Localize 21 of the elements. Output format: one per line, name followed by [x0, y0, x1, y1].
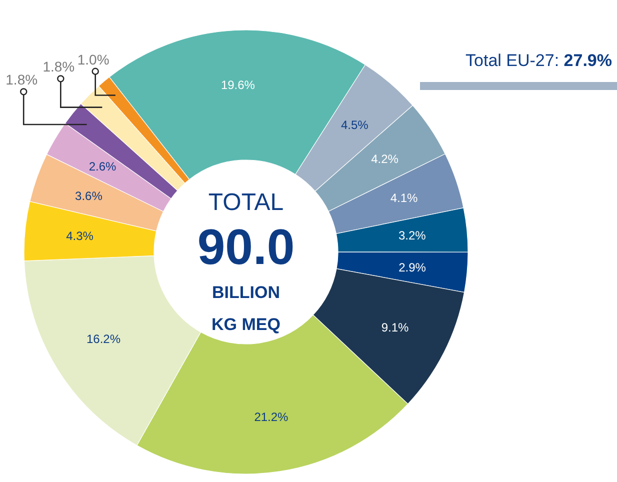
- data-label: 9.1%: [381, 320, 410, 334]
- data-label: 3.2%: [398, 228, 426, 242]
- text: TOTAL: [208, 189, 284, 216]
- data-label: 2.9%: [398, 260, 426, 274]
- data-label: 21.2%: [254, 410, 289, 424]
- data-label: 1.0%: [77, 51, 110, 68]
- data-label: 4.3%: [66, 229, 94, 244]
- data-label: 3.6%: [75, 188, 103, 203]
- text: BILLION: [212, 283, 280, 302]
- text: 90.0: [197, 219, 295, 275]
- data-label: 4.5%: [340, 118, 369, 132]
- data-label: 1.8%: [6, 72, 38, 88]
- data-label: 1.8%: [42, 58, 75, 75]
- text: 27.9%: [564, 51, 612, 70]
- data-label: 4.1%: [390, 191, 418, 206]
- text: Total EU-27:: [466, 51, 560, 70]
- data-label: 4.2%: [371, 152, 399, 166]
- data-label: 2.6%: [88, 160, 117, 174]
- data-label: 16.2%: [86, 332, 121, 346]
- data-label: 19.6%: [220, 78, 256, 92]
- text: KG MEQ: [212, 315, 280, 334]
